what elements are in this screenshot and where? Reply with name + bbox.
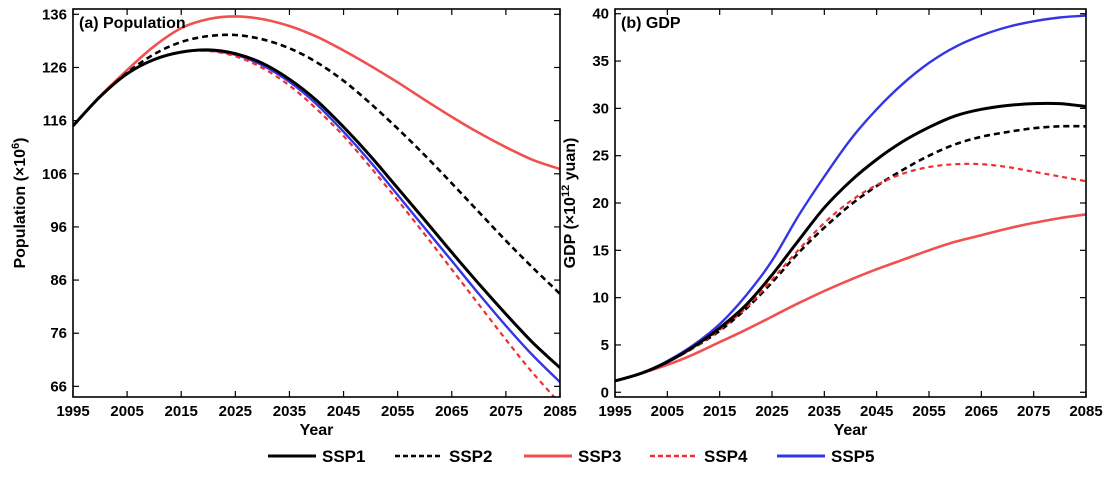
x-tick-label: 2075 xyxy=(489,403,522,420)
series-line-ssp5 xyxy=(615,14,1086,383)
y-tick-label: 126 xyxy=(42,59,67,76)
x-tick-label: 2085 xyxy=(1069,403,1102,420)
legend: SSP1 SSP2 SSP3 SSP4 SSP5 xyxy=(268,447,874,466)
x-tick-label: 2005 xyxy=(651,403,684,420)
x-tick-label: 2035 xyxy=(808,403,841,420)
x-axis-label: Year xyxy=(300,422,334,439)
legend-label-ssp4: SSP4 xyxy=(704,447,748,466)
y-axis-label-sup: 12 xyxy=(560,185,572,197)
y-tick-label: 15 xyxy=(592,242,609,259)
y-tick-label: 10 xyxy=(592,290,609,307)
series-line-ssp3 xyxy=(615,213,1086,383)
x-tick-label: 1995 xyxy=(56,403,89,420)
x-tick-label: 2055 xyxy=(381,403,414,420)
y-tick-label: 5 xyxy=(601,337,609,354)
y-tick-label: 0 xyxy=(601,384,609,401)
panel-title: (a) Population xyxy=(79,15,186,32)
x-tick-label: 2085 xyxy=(543,403,576,420)
plot-frame xyxy=(72,8,561,398)
population-panel: 1995 2005 2015 2025 2035 2045 2055 2065 2075 2085… xyxy=(10,6,577,439)
y-tick-label: 30 xyxy=(592,100,609,117)
x-tick-label: 2015 xyxy=(165,403,198,420)
x-tick-label: 2025 xyxy=(219,403,252,420)
y-tick-label: 40 xyxy=(592,6,609,23)
x-axis-label: Year xyxy=(834,422,868,439)
y-tick-label: 35 xyxy=(592,53,609,70)
x-tick-label: 2005 xyxy=(110,403,143,420)
y-axis-label-main: Population (×10 xyxy=(12,149,29,269)
series-line-ssp2 xyxy=(73,33,560,295)
series-line-ssp4 xyxy=(615,162,1086,382)
series-group xyxy=(73,15,560,397)
legend-label-ssp2: SSP2 xyxy=(449,447,492,466)
x-tick-label: 2045 xyxy=(327,403,360,420)
y-axis-label-sup: 6 xyxy=(10,143,22,149)
x-tick-label: 2075 xyxy=(1017,403,1050,420)
series-group xyxy=(615,14,1086,383)
y-axis-label-end: yuan) xyxy=(562,138,579,185)
x-tick-label: 2065 xyxy=(435,403,468,420)
x-tick-label: 2035 xyxy=(273,403,306,420)
panel-title: (b) GDP xyxy=(621,15,681,32)
series-line-ssp3 xyxy=(73,15,560,171)
x-tick-label: 2065 xyxy=(965,403,998,420)
y-tick-label: 106 xyxy=(42,166,67,183)
y-tick-label: 86 xyxy=(50,272,67,289)
x-tick-label: 2055 xyxy=(912,403,945,420)
legend-label-ssp3: SSP3 xyxy=(578,447,621,466)
plot-frame xyxy=(614,8,1087,398)
x-tick-label: 2025 xyxy=(755,403,788,420)
y-axis-label-end: ) xyxy=(12,137,29,142)
y-tick-label: 76 xyxy=(50,325,67,342)
x-tick-label: 2015 xyxy=(703,403,736,420)
y-tick-label: 66 xyxy=(50,378,67,395)
series-line-ssp1 xyxy=(615,101,1086,383)
x-tick-label: 1995 xyxy=(598,403,631,420)
gdp-panel: 1995 2005 2015 2025 2035 2045 2055 2065 2075 2085… xyxy=(560,6,1103,439)
series-line-ssp1 xyxy=(73,48,560,369)
y-axis-label: Population (×106) xyxy=(10,137,29,268)
x-tick-label: 2045 xyxy=(860,403,893,420)
series-line-ssp2 xyxy=(615,124,1086,383)
legend-label-ssp5: SSP5 xyxy=(831,447,874,466)
y-tick-label: 25 xyxy=(592,148,609,165)
series-line-ssp4 xyxy=(73,49,556,397)
y-tick-label: 20 xyxy=(592,195,609,212)
y-tick-label: 116 xyxy=(43,113,67,130)
y-axis-label-main: GDP (×10 xyxy=(562,197,579,268)
legend-label-ssp1: SSP1 xyxy=(322,447,365,466)
y-axis-label: GDP (×1012 yuan) xyxy=(560,138,579,269)
y-tick-label: 96 xyxy=(50,219,67,236)
y-tick-label: 136 xyxy=(42,6,67,23)
